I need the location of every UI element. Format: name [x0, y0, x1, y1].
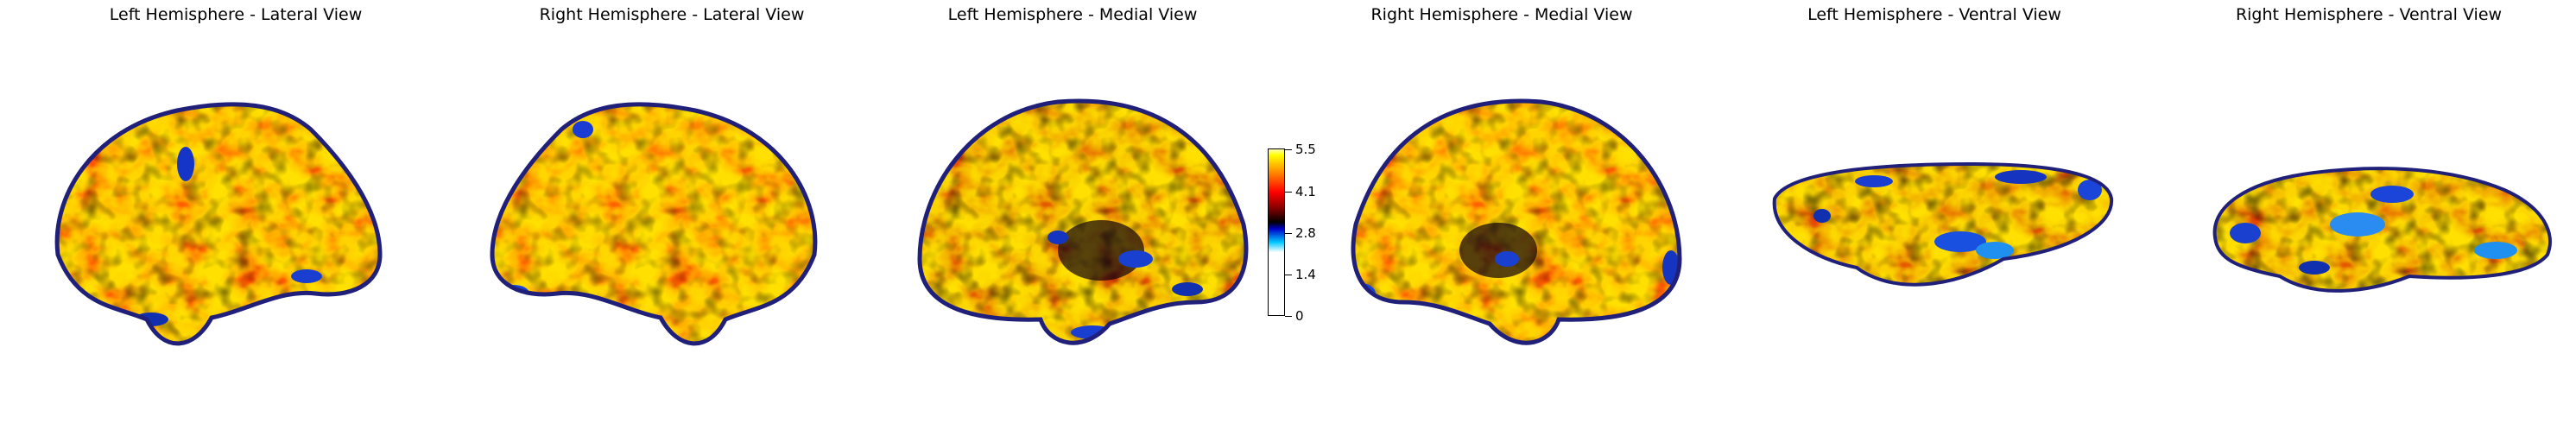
- view-title-lh-medial: Left Hemisphere - Medial View: [947, 5, 1198, 24]
- colorbar-tick-label: 1.4: [1295, 267, 1316, 282]
- brain-lh-lateral: [54, 102, 383, 346]
- brain-lh-medial: [917, 98, 1249, 345]
- brain-rh-ventral: [2212, 167, 2552, 293]
- colorbar-tick-label: 5.5: [1295, 142, 1316, 157]
- colorbar-tick: [1285, 316, 1292, 317]
- brain-lh-ventral: [1772, 161, 2114, 287]
- brain-rh-medial: [1351, 98, 1682, 345]
- colorbar-tick: [1285, 233, 1292, 234]
- colorbar: [1268, 148, 1285, 316]
- view-title-rh-medial: Right Hemisphere - Medial View: [1370, 5, 1633, 24]
- colorbar-tick-label: 0: [1295, 308, 1304, 324]
- colorbar-tick-label: 4.1: [1295, 184, 1316, 199]
- view-title-rh-ventral: Right Hemisphere - Ventral View: [2235, 5, 2503, 24]
- view-title-rh-lateral: Right Hemisphere - Lateral View: [539, 5, 805, 24]
- view-title-lh-ventral: Left Hemisphere - Ventral View: [1807, 5, 2061, 24]
- colorbar-tick: [1285, 192, 1292, 193]
- colorbar-tick: [1285, 149, 1292, 150]
- brain-rh-lateral: [490, 102, 818, 346]
- view-title-lh-lateral: Left Hemisphere - Lateral View: [109, 5, 363, 24]
- colorbar-tick-label: 2.8: [1295, 225, 1316, 241]
